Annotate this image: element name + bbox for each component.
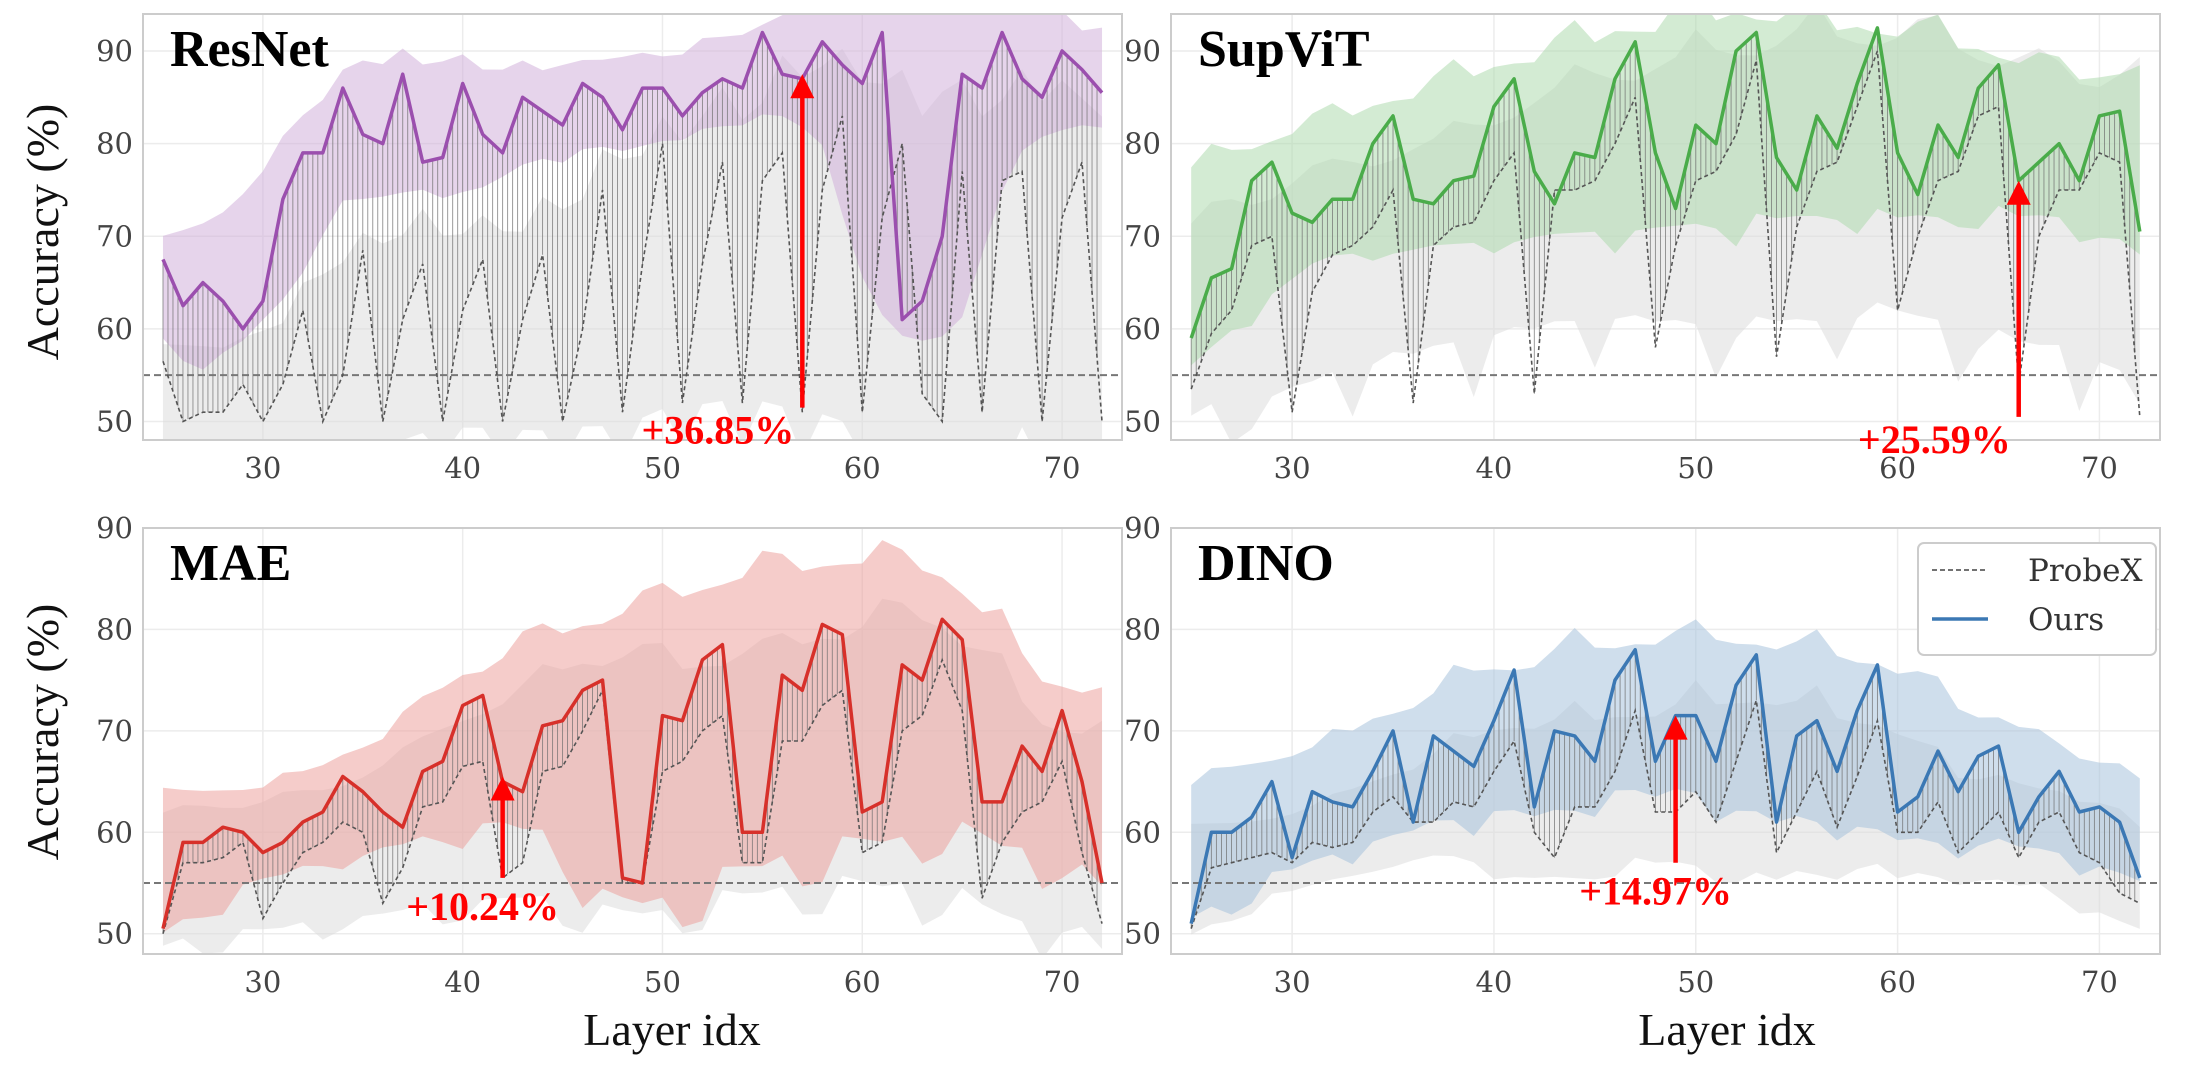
x-tick-label: 50 — [644, 965, 681, 999]
y-axis-label-bottom: Accuracy (%) — [17, 604, 68, 861]
annotation-label: +14.97% — [1579, 869, 1732, 914]
panel-supvit: 50 60 70 80 90 30 40 50 60 70 SupViT +25.59% — [1124, 13, 2161, 485]
x-tick-label: 70 — [2081, 965, 2118, 999]
y-tick-label: 80 — [96, 612, 133, 646]
y-tick-label: 50 — [1124, 404, 1161, 438]
y-tick-label: 80 — [1124, 612, 1161, 646]
annotation-arrow-head — [1663, 715, 1688, 740]
legend: ProbeX Ours — [1917, 542, 2157, 656]
plot-frame — [1170, 13, 2161, 441]
tick-labels: 50 60 70 80 90 30 40 50 60 70 — [1124, 34, 2118, 485]
x-tick-label: 40 — [444, 965, 481, 999]
legend-frame — [1917, 542, 2157, 656]
x-tick-label: 60 — [1879, 451, 1916, 485]
x-tick-label: 50 — [1677, 451, 1714, 485]
y-tick-label: 70 — [96, 219, 133, 253]
x-tick-label: 50 — [1677, 965, 1714, 999]
series-probex — [1190, 700, 2141, 929]
series-ours — [1189, 26, 2142, 339]
x-axis-label-left: Layer idx — [583, 1004, 761, 1055]
hatch-lines — [162, 619, 1098, 934]
x-tick-label: 40 — [1475, 965, 1512, 999]
panel-resnet: 50 60 70 80 90 30 40 50 60 70 ResNet +36.85% — [96, 13, 1123, 485]
annotation-label: +36.85% — [642, 408, 795, 453]
plot-frame — [1170, 527, 2161, 955]
plot-frame — [142, 13, 1123, 441]
legend-label-ours: Ours — [2028, 602, 2104, 638]
y-tick-label: 90 — [96, 511, 133, 545]
annotation-label: +25.59% — [1858, 417, 2011, 462]
panel-dino: 50 60 70 80 90 30 40 50 60 70 DINO +14.97% — [1124, 511, 2161, 999]
x-tick-label: 30 — [1274, 451, 1311, 485]
hatch-lines — [1190, 27, 2136, 413]
annotation-arrow-head — [490, 776, 515, 801]
series-probex — [162, 657, 1103, 934]
x-tick-label: 50 — [644, 451, 681, 485]
legend-label-probex: ProbeX — [2028, 553, 2143, 589]
y-tick-label: 50 — [96, 404, 133, 438]
panel-mae: 50 60 70 80 90 30 40 50 60 70 MAE +10.24% — [96, 511, 1123, 999]
panel-title: DINO — [1198, 535, 1334, 592]
y-tick-label: 60 — [1124, 815, 1161, 849]
series-probex — [162, 115, 1103, 425]
panel-title: SupViT — [1198, 21, 1370, 78]
annotation-label: +10.24% — [406, 884, 559, 929]
y-tick-label: 60 — [96, 815, 133, 849]
annotation-arrow-head — [2006, 180, 2031, 205]
y-tick-label: 90 — [1124, 511, 1161, 545]
x-tick-label: 30 — [244, 451, 281, 485]
y-tick-label: 70 — [1124, 714, 1161, 748]
tick-labels: 50 60 70 80 90 30 40 50 60 70 — [96, 34, 1080, 485]
series-probex — [1190, 50, 2141, 417]
x-tick-label: 70 — [2081, 451, 2118, 485]
series-ours — [161, 30, 1104, 331]
tick-labels: 50 60 70 80 90 30 40 50 60 70 — [96, 511, 1080, 999]
y-tick-label: 70 — [1124, 219, 1161, 253]
x-tick-label: 60 — [1879, 965, 1916, 999]
y-tick-label: 70 — [96, 714, 133, 748]
series-ours — [161, 617, 1104, 929]
y-tick-label: 60 — [96, 312, 133, 346]
y-tick-label: 80 — [1124, 127, 1161, 161]
y-tick-label: 60 — [1124, 312, 1161, 346]
tick-labels: 50 60 70 80 90 30 40 50 60 70 — [1124, 511, 2118, 999]
panel-title: ResNet — [170, 21, 330, 78]
x-tick-label: 30 — [1274, 965, 1311, 999]
x-tick-label: 60 — [844, 965, 881, 999]
plot-frame — [142, 527, 1123, 955]
annotation-arrow-head — [790, 74, 815, 99]
x-tick-label: 40 — [444, 451, 481, 485]
x-tick-label: 70 — [1044, 965, 1081, 999]
x-axis-label-right: Layer idx — [1638, 1004, 1816, 1055]
y-tick-label: 50 — [1124, 917, 1161, 951]
y-tick-label: 90 — [1124, 34, 1161, 68]
y-tick-label: 50 — [96, 917, 133, 951]
y-axis-label-top: Accuracy (%) — [17, 104, 68, 361]
x-tick-label: 60 — [844, 451, 881, 485]
y-tick-label: 80 — [96, 127, 133, 161]
hatch-lines — [1190, 649, 2136, 929]
panel-title: MAE — [170, 535, 291, 592]
x-tick-label: 30 — [244, 965, 281, 999]
y-tick-label: 90 — [96, 34, 133, 68]
x-tick-label: 70 — [1044, 451, 1081, 485]
x-tick-label: 40 — [1475, 451, 1512, 485]
